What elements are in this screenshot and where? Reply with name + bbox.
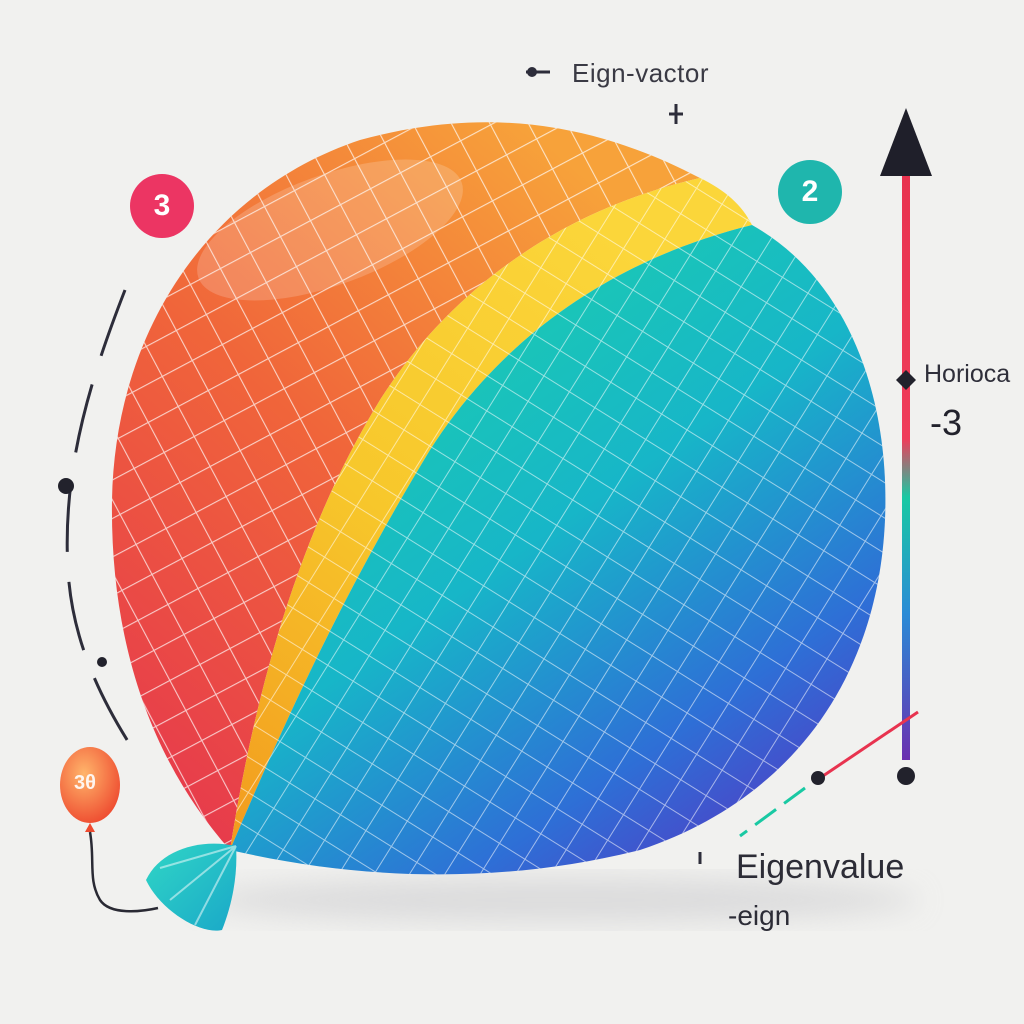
balloon-shadow (200, 878, 920, 922)
eigenvector-label: Eign-vactor (572, 58, 709, 88)
balloon-knot (146, 843, 237, 931)
eigenvalue-label: Eigenvalue (736, 848, 905, 886)
axis-label: Horioca (924, 360, 1011, 388)
badge-left: 3 (130, 174, 194, 238)
vertical-axis (880, 108, 932, 785)
dot-marker-icon (97, 657, 107, 667)
small-balloon-label: 3θ (74, 772, 96, 794)
eigenvector-marker (526, 67, 683, 124)
dot-marker-icon (58, 478, 74, 494)
eigenvalue-connector (698, 710, 919, 864)
balloon-highlight (197, 159, 463, 301)
axis-value: -3 (930, 402, 963, 443)
arrow-up-icon (880, 108, 932, 176)
small-balloon-icon (60, 747, 159, 913)
left-arc (58, 289, 142, 761)
eigenvalue-sub-label: -eign (728, 900, 791, 931)
badge-right: 2 (778, 160, 842, 224)
